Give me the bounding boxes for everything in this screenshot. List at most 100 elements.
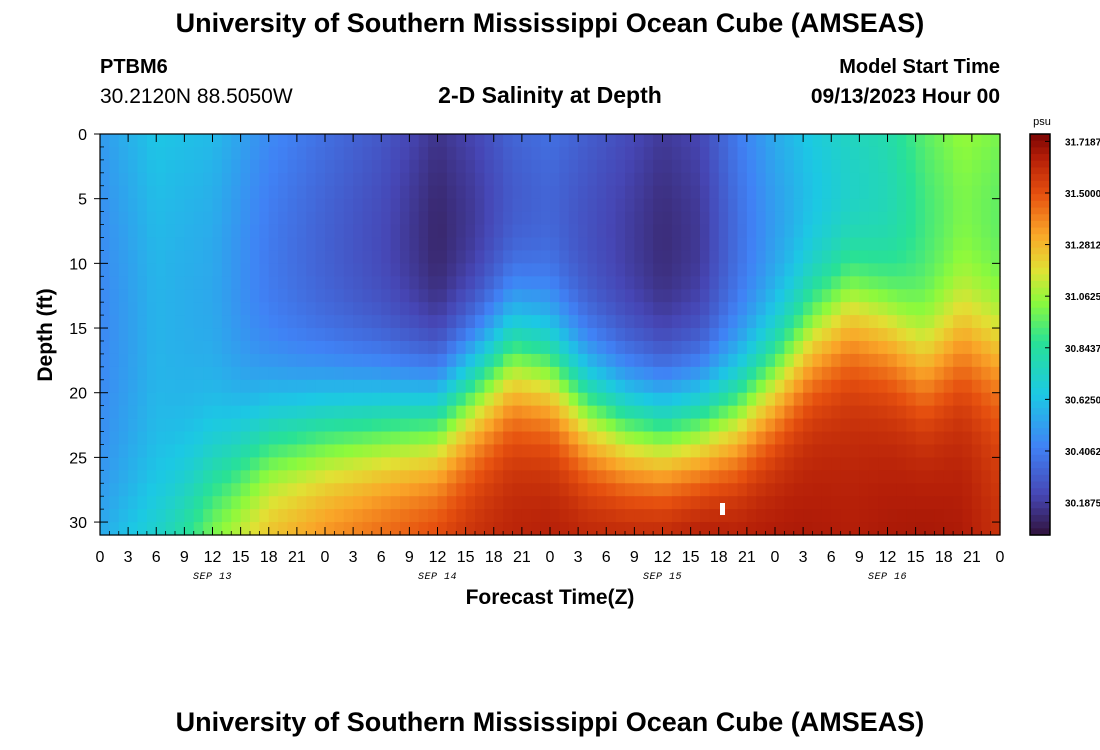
heatmap-cell	[568, 353, 579, 368]
heatmap-cell	[728, 483, 739, 497]
heatmap-cell	[718, 237, 729, 252]
heatmap-cell	[268, 315, 279, 329]
heatmap-cell	[850, 405, 860, 420]
heatmap-cell	[371, 237, 382, 252]
heatmap-cell	[784, 418, 795, 433]
heatmap-cell	[137, 431, 148, 446]
heatmap-cell	[250, 496, 260, 510]
heatmap-cell	[400, 198, 410, 213]
heatmap-cell	[221, 328, 232, 342]
heatmap-cell	[409, 483, 420, 497]
colorbar-unit: psu	[1033, 116, 1051, 128]
heatmap-cell	[925, 457, 935, 471]
heatmap-cell	[793, 470, 804, 484]
heatmap-cell	[128, 134, 139, 148]
heatmap-cell	[503, 315, 514, 329]
heatmap-cell	[606, 444, 617, 458]
heatmap-cell	[943, 366, 954, 381]
heatmap-cell	[587, 263, 598, 277]
heatmap-cell	[221, 444, 232, 458]
heatmap-cell	[428, 509, 439, 523]
heatmap-cell	[400, 237, 410, 252]
heatmap-cell	[868, 522, 879, 536]
heatmap-cell	[896, 146, 907, 161]
heatmap-cell	[118, 263, 129, 277]
heatmap-cell	[325, 159, 335, 174]
heatmap-cell	[221, 134, 232, 148]
heatmap-cell	[231, 353, 242, 368]
heatmap-cell	[193, 509, 204, 523]
heatmap-cell	[353, 198, 364, 213]
heatmap-cell	[362, 263, 373, 277]
heatmap-cell	[606, 457, 617, 471]
heatmap-cell	[850, 353, 860, 368]
heatmap-cell	[521, 134, 532, 148]
heatmap-cell	[784, 276, 795, 290]
x-tick-label: 12	[654, 549, 672, 566]
heatmap-cell	[250, 198, 260, 213]
heatmap-cell	[971, 146, 982, 161]
heatmap-cell	[259, 444, 270, 458]
heatmap-cell	[953, 353, 964, 368]
heatmap-cell	[325, 146, 335, 161]
heatmap-cell	[287, 444, 298, 458]
heatmap-cell	[681, 418, 692, 433]
heatmap-cell	[859, 172, 870, 187]
heatmap-cell	[859, 379, 870, 394]
heatmap-cell	[775, 418, 785, 433]
heatmap-cell	[465, 263, 476, 277]
heatmap-cell	[662, 457, 673, 471]
heatmap-cell	[203, 405, 214, 420]
heatmap-cell	[203, 418, 214, 433]
heatmap-cell	[756, 198, 767, 213]
heatmap-cell	[775, 172, 785, 187]
heatmap-cell	[334, 263, 345, 277]
heatmap-cell	[962, 289, 973, 303]
heatmap-cell	[503, 146, 514, 161]
heatmap-cell	[737, 431, 748, 446]
heatmap-cell	[578, 185, 589, 200]
heatmap-cell	[353, 457, 364, 471]
heatmap-cell	[718, 315, 729, 329]
colorbar-segment	[1030, 154, 1050, 162]
heatmap-cell	[437, 496, 448, 510]
heatmap-cell	[568, 431, 579, 446]
heatmap-cell	[746, 276, 757, 290]
heatmap-cell	[409, 496, 420, 510]
heatmap-cell	[559, 315, 570, 329]
heatmap-cell	[531, 172, 542, 187]
heatmap-cell	[156, 146, 167, 161]
heatmap-cell	[325, 496, 335, 510]
heatmap-cell	[934, 470, 945, 484]
heatmap-cell	[943, 263, 954, 277]
heatmap-cell	[709, 496, 720, 510]
heatmap-cell	[259, 340, 270, 355]
heatmap-cell	[512, 366, 523, 381]
heatmap-cell	[343, 470, 354, 484]
heatmap-cell	[259, 172, 270, 187]
heatmap-cell	[250, 431, 260, 446]
heatmap-cell	[240, 302, 251, 316]
heatmap-cell	[728, 522, 739, 536]
heatmap-cell	[512, 224, 523, 239]
heatmap-cell	[887, 470, 898, 484]
heatmap-cell	[681, 340, 692, 355]
heatmap-cell	[343, 224, 354, 239]
heatmap-cell	[221, 496, 232, 510]
heatmap-cell	[390, 146, 401, 161]
heatmap-cell	[765, 237, 776, 252]
heatmap-cell	[718, 392, 729, 407]
heatmap-cell	[503, 366, 514, 381]
heatmap-cell	[156, 509, 167, 523]
heatmap-cell	[184, 134, 195, 148]
heatmap-cell	[850, 263, 860, 277]
heatmap-cell	[746, 444, 757, 458]
heatmap-cell	[446, 328, 457, 342]
heatmap-cell	[990, 366, 1001, 381]
heatmap-cell	[428, 522, 439, 536]
heatmap-cell	[278, 211, 289, 226]
heatmap-cell	[990, 185, 1001, 200]
heatmap-cell	[287, 431, 298, 446]
heatmap-cell	[343, 134, 354, 148]
heatmap-cell	[971, 276, 982, 290]
